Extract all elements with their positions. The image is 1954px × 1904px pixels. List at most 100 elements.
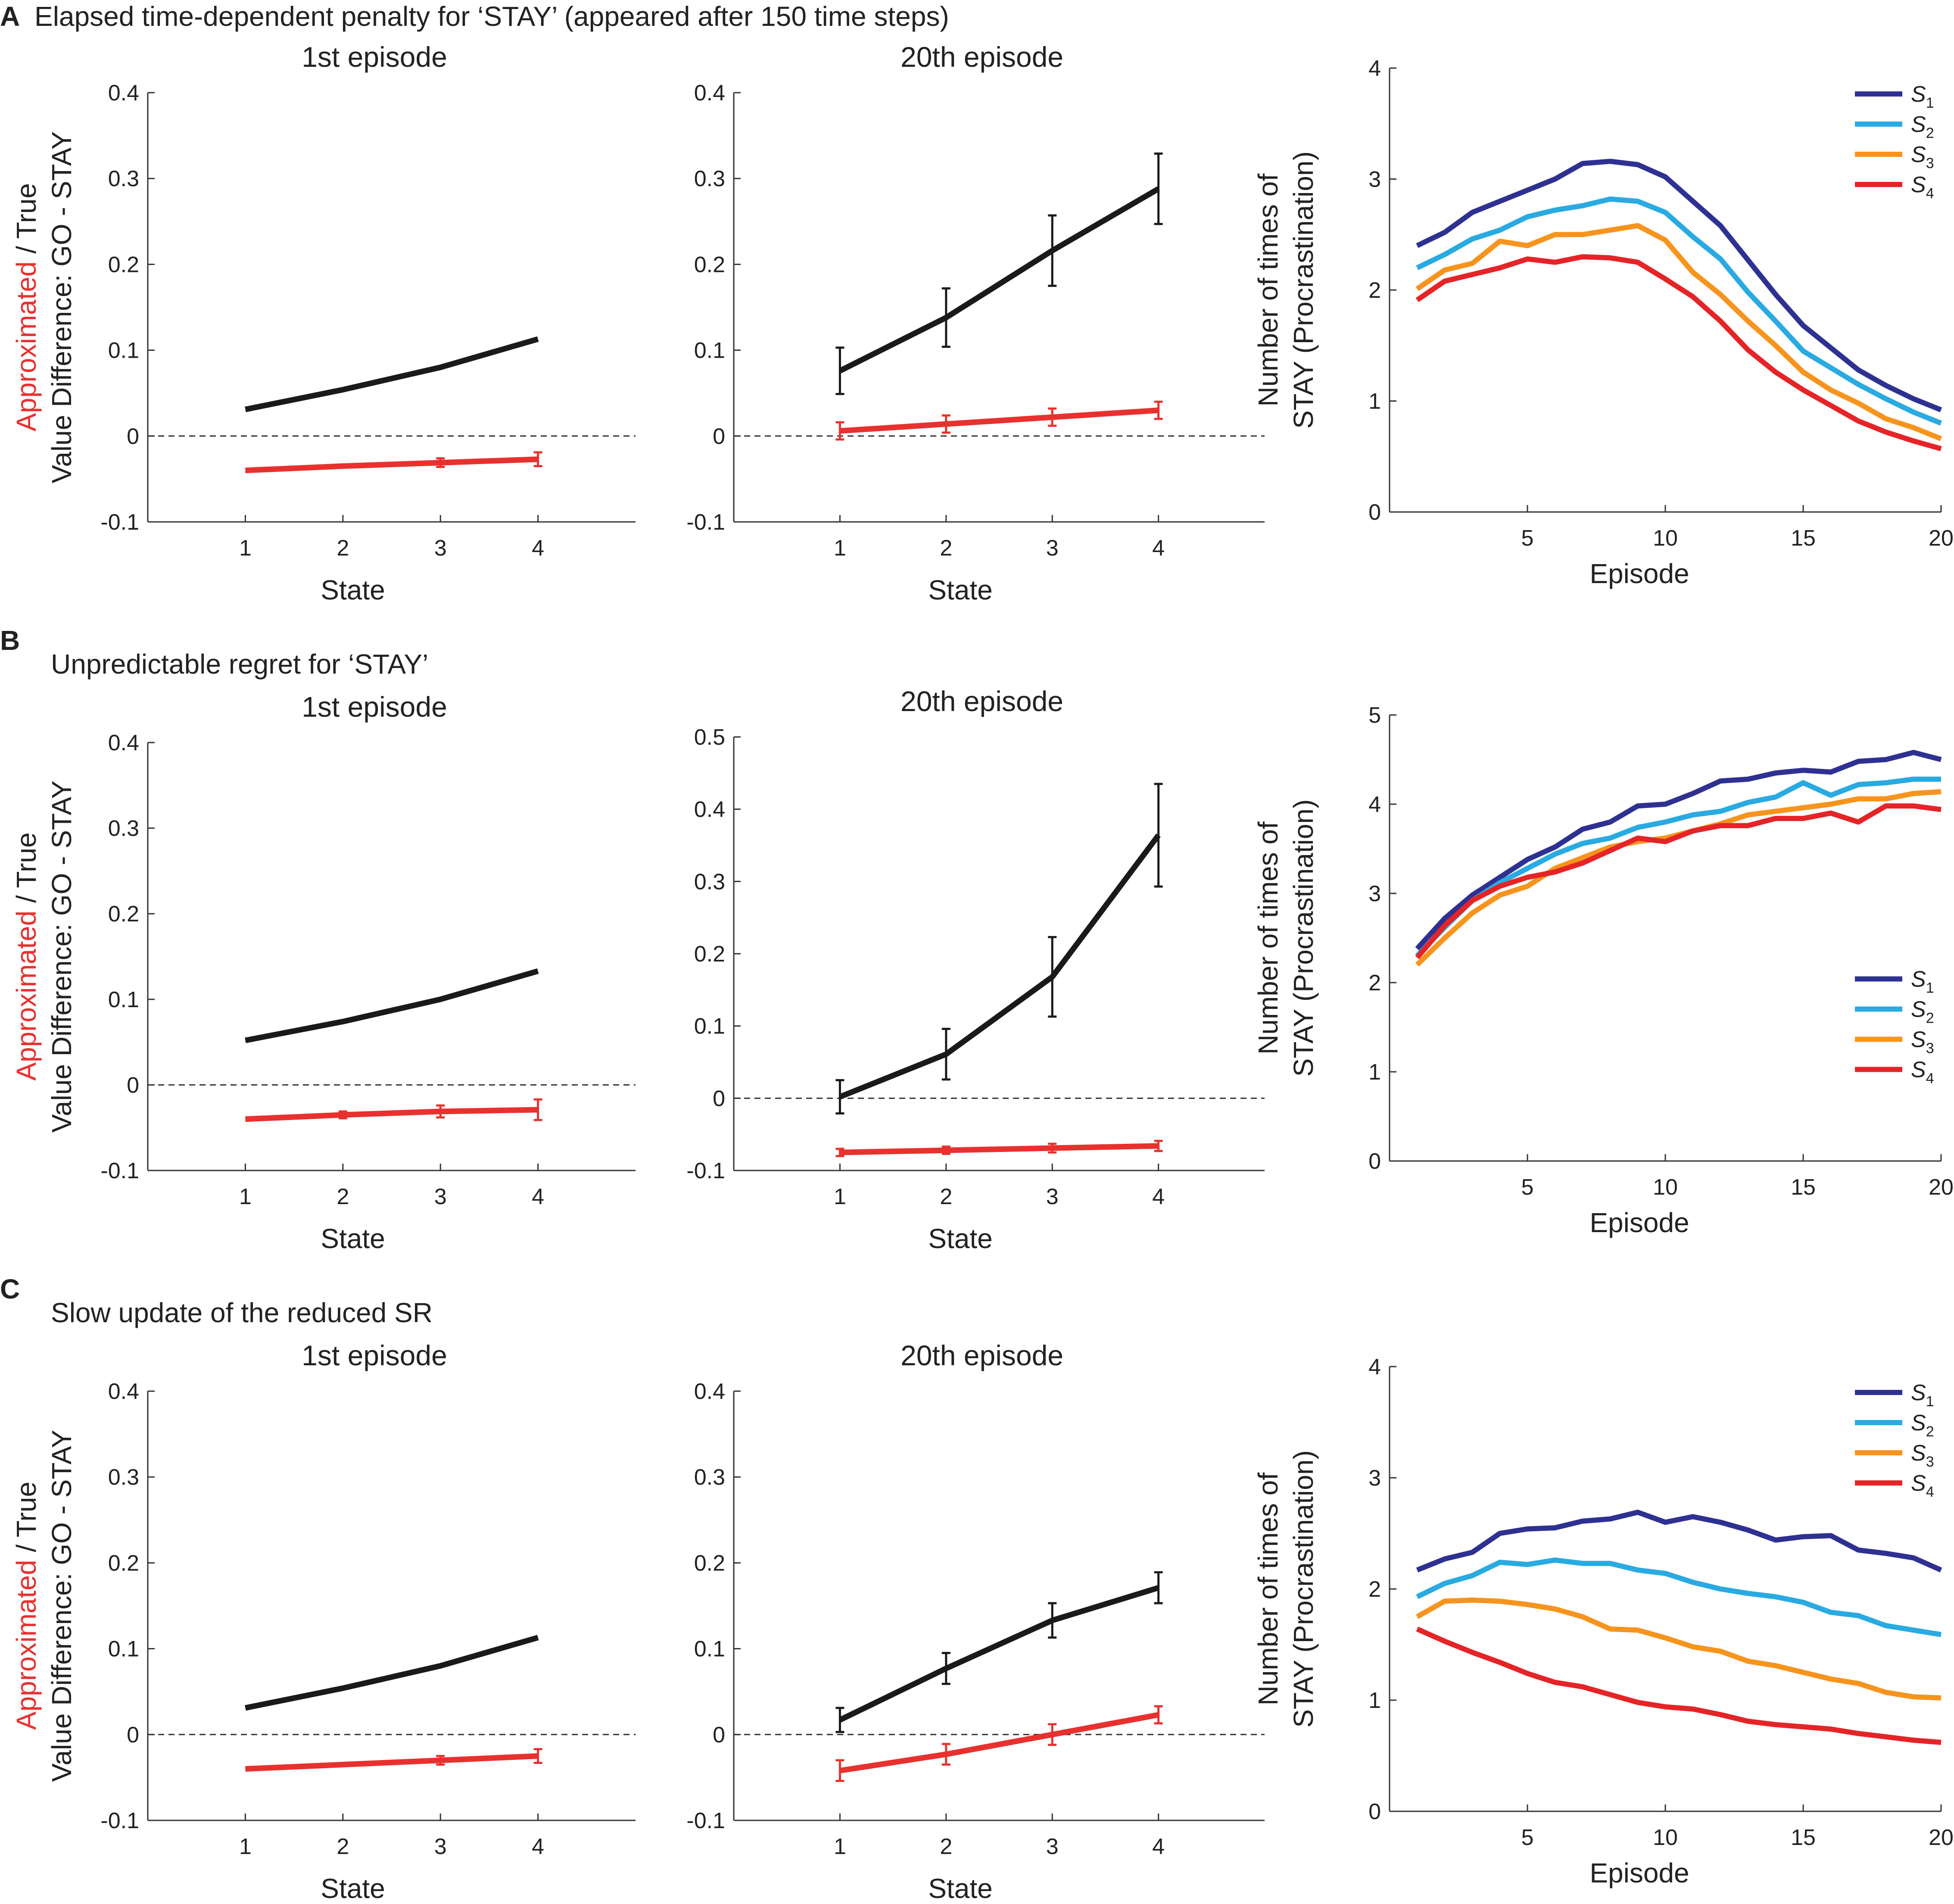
y-tick-label: 0 <box>713 424 725 449</box>
x-tick-label: 2 <box>337 1834 349 1859</box>
legend-label-subscript: 4 <box>1926 1071 1934 1087</box>
legend-label-subscript: 3 <box>1926 155 1934 172</box>
chart-a-1st-episode: -0.1 0 0.1 0.2 0.3 0.4 1 2 3 4 1st episode State App… <box>11 41 636 606</box>
y-tick-label: 0 <box>1368 500 1381 525</box>
x-tick-label: 1 <box>834 1834 846 1859</box>
y-tick-label: 0.3 <box>694 869 725 894</box>
y-axis-label: Approximated / True Value Difference: GO … <box>11 131 77 484</box>
y-tick-label: 1 <box>1368 389 1381 414</box>
y-axis-label-line2: STAY (Procrastination) <box>1288 151 1319 429</box>
series-line-approximated <box>839 1712 1159 1773</box>
y-tick-label: 0.4 <box>694 1379 725 1404</box>
y-tick-label: 0.2 <box>108 1551 139 1576</box>
y-axis-label-line2: Value Difference: GO - STAY <box>46 131 77 484</box>
y-tick-label: 0.2 <box>108 252 139 277</box>
legend-label-s1: S1 <box>1911 967 1934 996</box>
legend-label-name: S <box>1911 142 1926 167</box>
y-axis-label-line1: Approximated / True <box>11 1482 42 1730</box>
x-tick-label: 15 <box>1791 1175 1816 1200</box>
y-tick-label: 1 <box>1368 1060 1381 1085</box>
y-tick-label: 0 <box>713 1723 725 1748</box>
y-tick-label: 4 <box>1368 56 1381 81</box>
x-axis-label: State <box>928 574 992 606</box>
error-bar <box>1048 936 1057 1018</box>
chart-c-procrastination-count: 0 1 2 3 4 5 10 15 20 Episode Number of times of STA… <box>1253 1355 1954 1888</box>
subplot-title: 1st episode <box>302 1339 447 1371</box>
error-bar <box>835 421 845 441</box>
x-tick-label: 3 <box>1046 1834 1059 1859</box>
x-tick-label: 10 <box>1653 1825 1678 1850</box>
y-tick-label: 0.1 <box>108 338 139 363</box>
chart-c-1st-episode: -0.1 0 0.1 0.2 0.3 0.4 1 2 3 4 1st episode State App… <box>11 1339 636 1904</box>
x-axis-label: State <box>928 1873 992 1904</box>
x-tick-label: 10 <box>1653 1175 1678 1200</box>
x-tick-label: 1 <box>834 1184 846 1209</box>
legend-label-s2: S2 <box>1911 1411 1934 1440</box>
error-bar <box>1154 1571 1163 1604</box>
legend-label-subscript: 1 <box>1926 95 1934 111</box>
y-axis-label: Approximated / True Value Difference: GO … <box>11 1430 77 1782</box>
error-bar <box>436 1104 445 1119</box>
legend-label-s3: S3 <box>1911 1441 1934 1470</box>
y-tick-label: -0.1 <box>686 1158 725 1183</box>
y-tick-label: 0.4 <box>694 81 725 106</box>
x-axis-label: State <box>321 1873 385 1904</box>
series-line-s1 <box>1415 749 1942 951</box>
y-tick-label: 0.1 <box>694 338 725 363</box>
y-axis-label-line1: Approximated / True <box>11 183 42 431</box>
y-tick-label: 0 <box>127 424 139 449</box>
y-tick-label: 0.3 <box>108 166 139 191</box>
error-bar <box>835 1148 845 1157</box>
x-tick-label: 10 <box>1653 526 1678 551</box>
x-tick-label: 4 <box>1152 1184 1165 1209</box>
legend-label-subscript: 3 <box>1926 1040 1934 1057</box>
x-tick-label: 3 <box>434 1834 447 1859</box>
error-bar <box>941 1146 951 1155</box>
y-tick-label: 0 <box>1368 1799 1381 1824</box>
y-tick-label: 0.1 <box>108 987 139 1012</box>
legend-label-subscript: 4 <box>1926 185 1934 202</box>
legend-label-subscript: 2 <box>1926 125 1934 141</box>
y-axis-label-line2: STAY (Procrastination) <box>1288 1450 1319 1728</box>
error-bar <box>533 1098 542 1121</box>
chart-b-1st-episode: -0.1 0 0.1 0.2 0.3 0.4 1 2 3 4 1st episode State App… <box>11 691 636 1254</box>
series-line-s4 <box>1415 254 1942 451</box>
x-tick-label: 1 <box>239 1184 252 1209</box>
x-tick-label: 2 <box>337 1184 349 1209</box>
legend-label-name: S <box>1911 1380 1926 1405</box>
x-tick-label: 4 <box>1152 536 1165 561</box>
y-tick-label: -0.1 <box>100 1158 139 1183</box>
error-bar <box>1154 152 1163 225</box>
error-bar <box>835 346 845 395</box>
error-bar <box>1154 1139 1163 1152</box>
x-tick-label: 3 <box>1046 536 1059 561</box>
subplot-title: 1st episode <box>302 41 447 73</box>
error-bar <box>941 1652 951 1685</box>
series-line-s3 <box>1415 223 1942 441</box>
y-tick-label: -0.1 <box>100 1808 139 1833</box>
legend-label-s2: S2 <box>1911 112 1934 141</box>
series-line-s1 <box>1416 159 1942 412</box>
y-axis-label-line1: Number of times of <box>1253 173 1284 406</box>
y-tick-label: 0.3 <box>108 816 139 841</box>
y-tick-label: 2 <box>1368 278 1381 303</box>
series-line-approximated <box>839 407 1159 434</box>
series-line-s2 <box>1415 777 1941 958</box>
legend-label-name: S <box>1911 1058 1926 1083</box>
x-tick-label: 5 <box>1521 1175 1534 1200</box>
y-tick-label: 0 <box>127 1723 139 1748</box>
y-axis-label-line1: Number of times of <box>1253 1472 1284 1705</box>
legend-label-name: S <box>1911 82 1926 107</box>
y-tick-label: 3 <box>1368 881 1381 906</box>
series-line-s3 <box>1416 1597 1942 1701</box>
x-tick-label: 2 <box>940 1184 952 1209</box>
x-tick-label: 3 <box>1046 1184 1059 1209</box>
y-tick-label: 0.4 <box>694 797 725 822</box>
y-tick-label: 0.1 <box>694 1014 725 1039</box>
error-bar <box>1048 214 1057 287</box>
y-tick-label: 0 <box>1368 1149 1381 1174</box>
y-tick-label: 1 <box>1368 1688 1381 1713</box>
y-axis-label-approximated: Approximated <box>11 261 42 431</box>
x-tick-label: 15 <box>1791 1825 1816 1850</box>
